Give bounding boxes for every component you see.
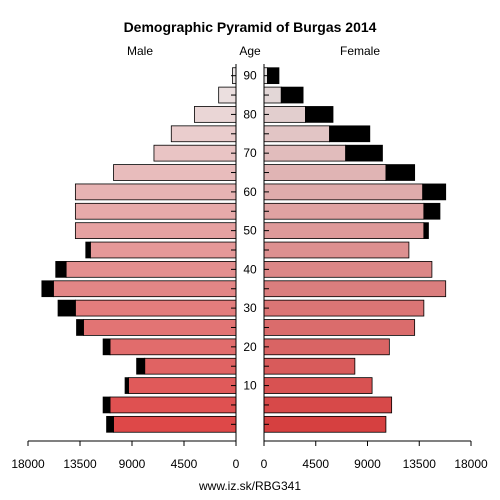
age-tick-50: 50: [243, 224, 257, 238]
age-tick-40: 40: [243, 262, 257, 276]
male-surplus-bar-35-39: [41, 280, 54, 298]
male-surplus-bar-25-29: [76, 319, 84, 336]
female-bar-45-49: [263, 241, 410, 259]
male-bar-30-34: [74, 299, 237, 317]
male-bar-15-19: [144, 357, 237, 375]
female-bar-20-24: [263, 338, 390, 356]
x-tick-left-18000: 18000: [11, 457, 45, 471]
female-bar-70-74: [263, 144, 347, 162]
female-surplus-bar-60-64: [422, 183, 447, 201]
male-bar-35-39: [53, 280, 237, 298]
female-surplus-bar-85-89: [280, 86, 304, 104]
age-tick-70: 70: [243, 146, 257, 160]
x-tick-right-13500: 13500: [403, 457, 437, 471]
female-surplus-bar-65-69: [385, 164, 416, 181]
female-bars: [263, 67, 447, 433]
male-bar-25-29: [83, 319, 237, 336]
female-bar-10-14: [263, 377, 373, 394]
age-tick-30: 30: [243, 301, 257, 315]
age-ticks: 10 20 30 40 50 60 70 80 90: [231, 69, 269, 425]
male-bar-20-24: [109, 338, 237, 356]
age-tick-60: 60: [243, 185, 257, 199]
male-bar-45-49: [90, 241, 237, 259]
male-bars: [41, 67, 237, 433]
female-bar-25-29: [263, 319, 416, 336]
x-tick-right-9000: 9000: [354, 457, 381, 471]
x-tick-left-13500: 13500: [63, 457, 97, 471]
chart-title: Demographic Pyramid of Burgas 2014: [124, 19, 377, 35]
age-header: Age: [239, 44, 261, 58]
female-surplus-bar-80-84: [304, 106, 334, 123]
male-surplus-bar-40-44: [55, 261, 67, 278]
male-surplus-bar-30-34: [57, 299, 76, 317]
female-header: Female: [340, 44, 380, 58]
female-bar-0-4: [263, 415, 387, 433]
male-bar-70-74: [153, 144, 237, 162]
female-bar-65-69: [263, 164, 387, 181]
age-tick-80: 80: [243, 107, 257, 121]
male-bar-75-79: [170, 125, 237, 143]
age-tick-10: 10: [243, 379, 257, 393]
male-surplus-bar-45-49: [85, 241, 91, 259]
female-bar-60-64: [263, 183, 424, 201]
male-surplus-bar-15-19: [136, 357, 146, 375]
female-surplus-bar-70-74: [345, 144, 383, 162]
female-bar-15-19: [263, 357, 356, 375]
female-bar-35-39: [263, 280, 447, 298]
male-bar-80-84: [193, 106, 237, 123]
male-bar-65-69: [113, 164, 237, 181]
x-ticks-right: 0 4500 9000 13500 18000: [261, 441, 488, 471]
male-bar-40-44: [65, 261, 237, 278]
age-tick-90: 90: [243, 69, 257, 83]
male-bar-50-54: [74, 222, 237, 239]
x-tick-left-4500: 4500: [171, 457, 198, 471]
x-tick-right-0: 0: [261, 457, 268, 471]
male-surplus-bar-5-9: [102, 396, 111, 414]
age-tick-20: 20: [243, 340, 257, 354]
male-surplus-bar-10-14: [124, 377, 129, 394]
female-bar-30-34: [263, 299, 425, 317]
x-tick-left-9000: 9000: [119, 457, 146, 471]
male-header: Male: [127, 44, 153, 58]
female-bar-50-54: [263, 222, 425, 239]
female-bar-5-9: [263, 396, 393, 414]
male-surplus-bar-20-24: [102, 338, 111, 356]
female-bar-80-84: [263, 106, 306, 123]
female-surplus-bar-75-79: [329, 125, 371, 143]
footer-source: www.iz.sk/RBG341: [198, 479, 301, 493]
female-bar-75-79: [263, 125, 330, 143]
male-bar-10-14: [128, 377, 237, 394]
female-surplus-bar-55-59: [423, 202, 441, 220]
x-tick-right-18000: 18000: [454, 457, 488, 471]
male-surplus-bar-0-4: [106, 415, 114, 433]
female-bar-55-59: [263, 202, 425, 220]
female-bar-40-44: [263, 261, 433, 278]
x-tick-left-0: 0: [233, 457, 240, 471]
male-bar-60-64: [74, 183, 237, 201]
male-bar-5-9: [109, 396, 237, 414]
male-bar-0-4: [113, 415, 237, 433]
x-tick-right-4500: 4500: [302, 457, 329, 471]
female-surplus-bar-50-54: [423, 222, 429, 239]
x-ticks-left: 18000 13500 9000 4500 0: [11, 441, 240, 471]
male-bar-55-59: [74, 202, 237, 220]
female-surplus-bar-90+: [267, 67, 280, 85]
